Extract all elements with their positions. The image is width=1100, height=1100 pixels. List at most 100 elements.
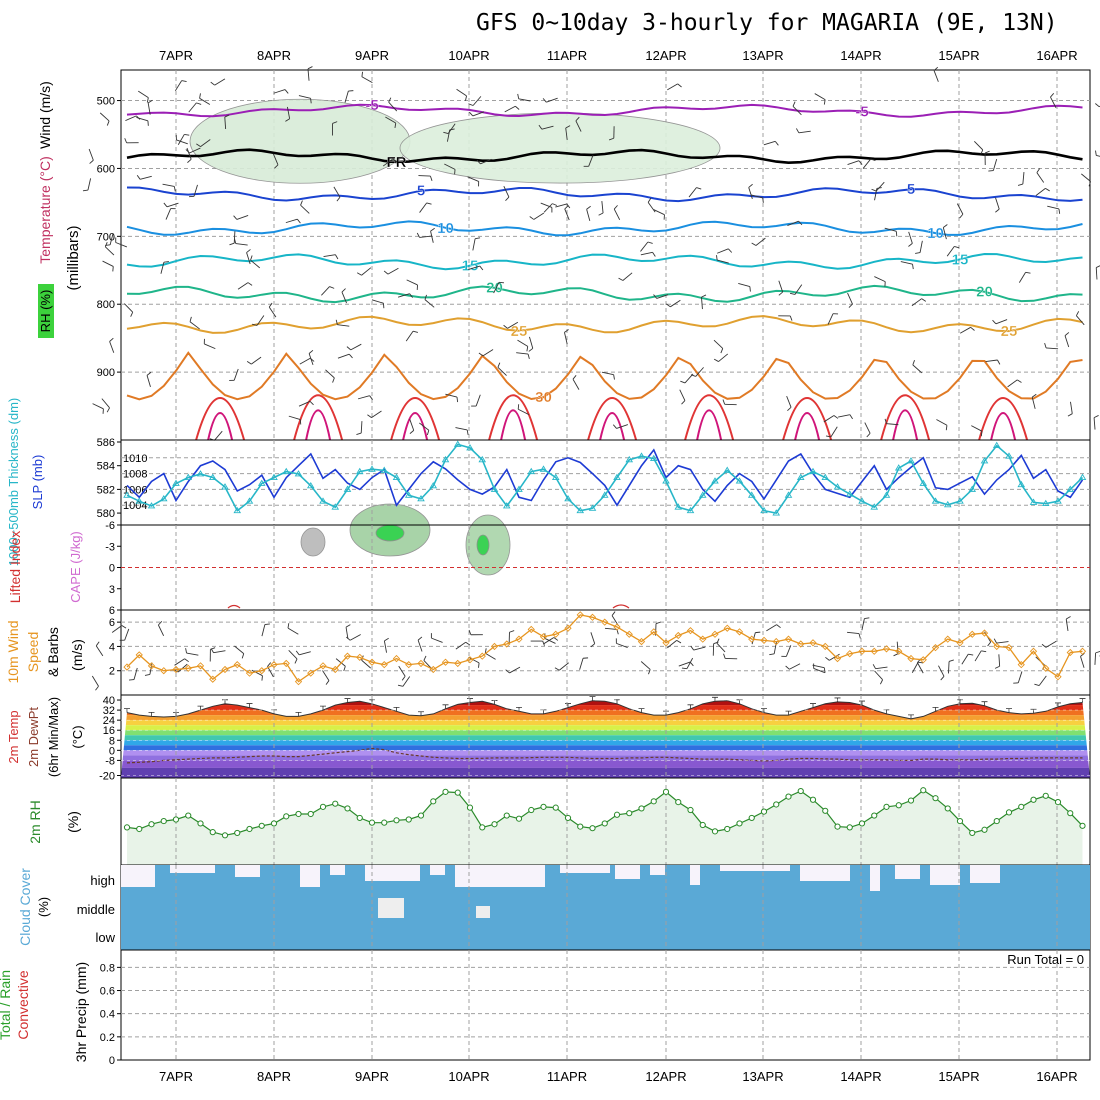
upper-air-barb-feather-159 xyxy=(995,208,1000,213)
upper-air-barb-54 xyxy=(748,187,753,199)
rh-marker-15 xyxy=(307,810,314,818)
upper-air-barb-feather-19 xyxy=(334,254,339,260)
upper-air-barb-27 xyxy=(419,422,430,431)
temp-contour-0 xyxy=(126,148,1083,165)
upper-air-barb-164 xyxy=(1046,347,1059,350)
upper-air-barb-156 xyxy=(959,326,971,334)
temp-minmax-36 xyxy=(565,703,571,708)
wind-10m-barb-57 xyxy=(785,645,792,657)
rh-shade-5 xyxy=(476,534,490,556)
wind-panel-ytick-label-2: 6 xyxy=(109,617,115,629)
cloud-gap-0 xyxy=(121,865,155,887)
thickness-marker-33 xyxy=(527,467,536,475)
upper-air-barb-102 xyxy=(298,95,311,99)
upper-air-barb-feather-115 xyxy=(465,95,467,101)
hot-loop-3 xyxy=(390,397,441,441)
upper-air-barb-feather-56 xyxy=(789,315,793,321)
upper-air-barb-feather-12 xyxy=(247,282,253,286)
upper-air-barb-150 xyxy=(884,227,897,232)
wind-10m-barb-feather-12 xyxy=(241,653,245,659)
hotter-loop-2 xyxy=(305,409,332,441)
upper-air-barb-184 xyxy=(256,315,265,326)
upper-air-barb-30 xyxy=(455,427,468,431)
wind-10m-barb-12 xyxy=(234,645,245,654)
rh-marker-41 xyxy=(626,810,633,817)
rh-marker-32 xyxy=(515,815,523,822)
upper-air-barb-139 xyxy=(751,194,763,199)
rh-marker-57 xyxy=(822,807,829,814)
rh-marker-16 xyxy=(319,803,327,810)
upper-air-barb-feather-27 xyxy=(426,430,430,436)
thickness-marker-78 xyxy=(1078,473,1087,480)
upper-air-barb-feather-10 xyxy=(196,143,201,147)
upper-air-barb-77 xyxy=(1035,187,1046,196)
li-curve-2 xyxy=(612,604,630,609)
upper-air-barb-feather-153 xyxy=(912,360,915,366)
wind-10m-barb-feather-11 xyxy=(210,648,214,653)
precip-run-total: Run Total = 0 xyxy=(1007,952,1084,967)
temp-contour-label-10-1: 10 xyxy=(927,225,944,242)
upper-air-barb-199 xyxy=(444,163,456,170)
upper-air-barb-201 xyxy=(468,265,480,270)
cloud-level-0: high xyxy=(90,873,115,888)
wind-speed-marker-45 xyxy=(674,631,682,640)
upper-air-barb-feather-112 xyxy=(429,175,433,181)
upper-air-barb-162 xyxy=(1031,397,1036,409)
upper-air-barb-23 xyxy=(361,267,372,276)
wind-speed-marker-59 xyxy=(846,650,854,658)
precip-left-label: Total / Rain xyxy=(0,970,13,1040)
wind-10m-barb-21 xyxy=(345,627,349,640)
rh-marker-8 xyxy=(221,832,229,839)
temp-band-9 xyxy=(121,740,1090,746)
rh-fill xyxy=(127,790,1083,865)
thickness-marker-24 xyxy=(417,494,425,502)
rh-marker-9 xyxy=(234,829,241,837)
upper-air-barb-feather-122 xyxy=(529,216,535,220)
wind-10m-barb-feather-9 xyxy=(185,648,187,654)
upper-air-barb-feather-68 xyxy=(915,252,921,254)
date-top-5: 12APR xyxy=(645,48,686,63)
upper-air-barb-feather-205 xyxy=(527,353,530,360)
upper-air-barb-148 xyxy=(864,422,871,434)
wind-speed-marker-41 xyxy=(625,630,633,638)
temp-band-12 xyxy=(121,755,1090,761)
upper-air-barb-feather-176 xyxy=(163,261,169,263)
rh-shade-4 xyxy=(375,524,405,542)
cloud-label: Cloud Cover xyxy=(17,868,33,946)
wind-10m-barb-feather-39 xyxy=(554,667,560,671)
upper-air-barb-3 xyxy=(125,115,137,122)
rh-marker-38 xyxy=(589,825,596,832)
wind-10m-barb-24 xyxy=(383,640,388,653)
temp-minmax-16 xyxy=(320,705,326,711)
wind-speed-marker-44 xyxy=(662,639,670,647)
upper-air-barb-136 xyxy=(713,339,724,349)
rh-marker-18 xyxy=(344,805,351,812)
upper-air-barb-feather-157 xyxy=(980,149,984,155)
wind-10m-barb-19 xyxy=(322,670,330,681)
rh-marker-55 xyxy=(797,787,804,795)
hotter-loop-6 xyxy=(696,409,723,441)
upper-air-barb-feather-198 xyxy=(430,227,435,232)
cape-panel-ytick-label-4: 6 xyxy=(109,605,115,617)
temp-band-8 xyxy=(121,735,1090,741)
thickness-marker-64 xyxy=(907,457,915,464)
wind-10m-barb-22 xyxy=(349,634,361,641)
wind-10m-barb-feather-35 xyxy=(505,669,510,674)
wind-10m-barb-feather-16 xyxy=(294,658,298,664)
cloud-gap-1 xyxy=(170,865,215,873)
upper-air-barb-159 xyxy=(995,197,1000,210)
wind-10m-barb-78 xyxy=(1038,675,1047,686)
upper-air-barb-173 xyxy=(124,303,134,313)
upper-air-barb-feather-128 xyxy=(613,205,618,210)
upper-air-barb-90 xyxy=(146,375,151,387)
upper-air-barb-50 xyxy=(701,297,703,310)
wind-10m-barb-feather-47 xyxy=(676,640,682,644)
upper-air-barb-feather-156 xyxy=(970,326,975,331)
upper-air-barb-5 xyxy=(147,102,151,115)
upper-air-barb-86 xyxy=(102,260,114,267)
upper-air-barb-feather-85 xyxy=(82,189,89,192)
upper-air-barb-106 xyxy=(337,324,350,327)
wind-10m-barb-55 xyxy=(766,624,777,632)
temp-bands xyxy=(121,700,1090,778)
upper-air-barb-116 xyxy=(467,176,479,182)
